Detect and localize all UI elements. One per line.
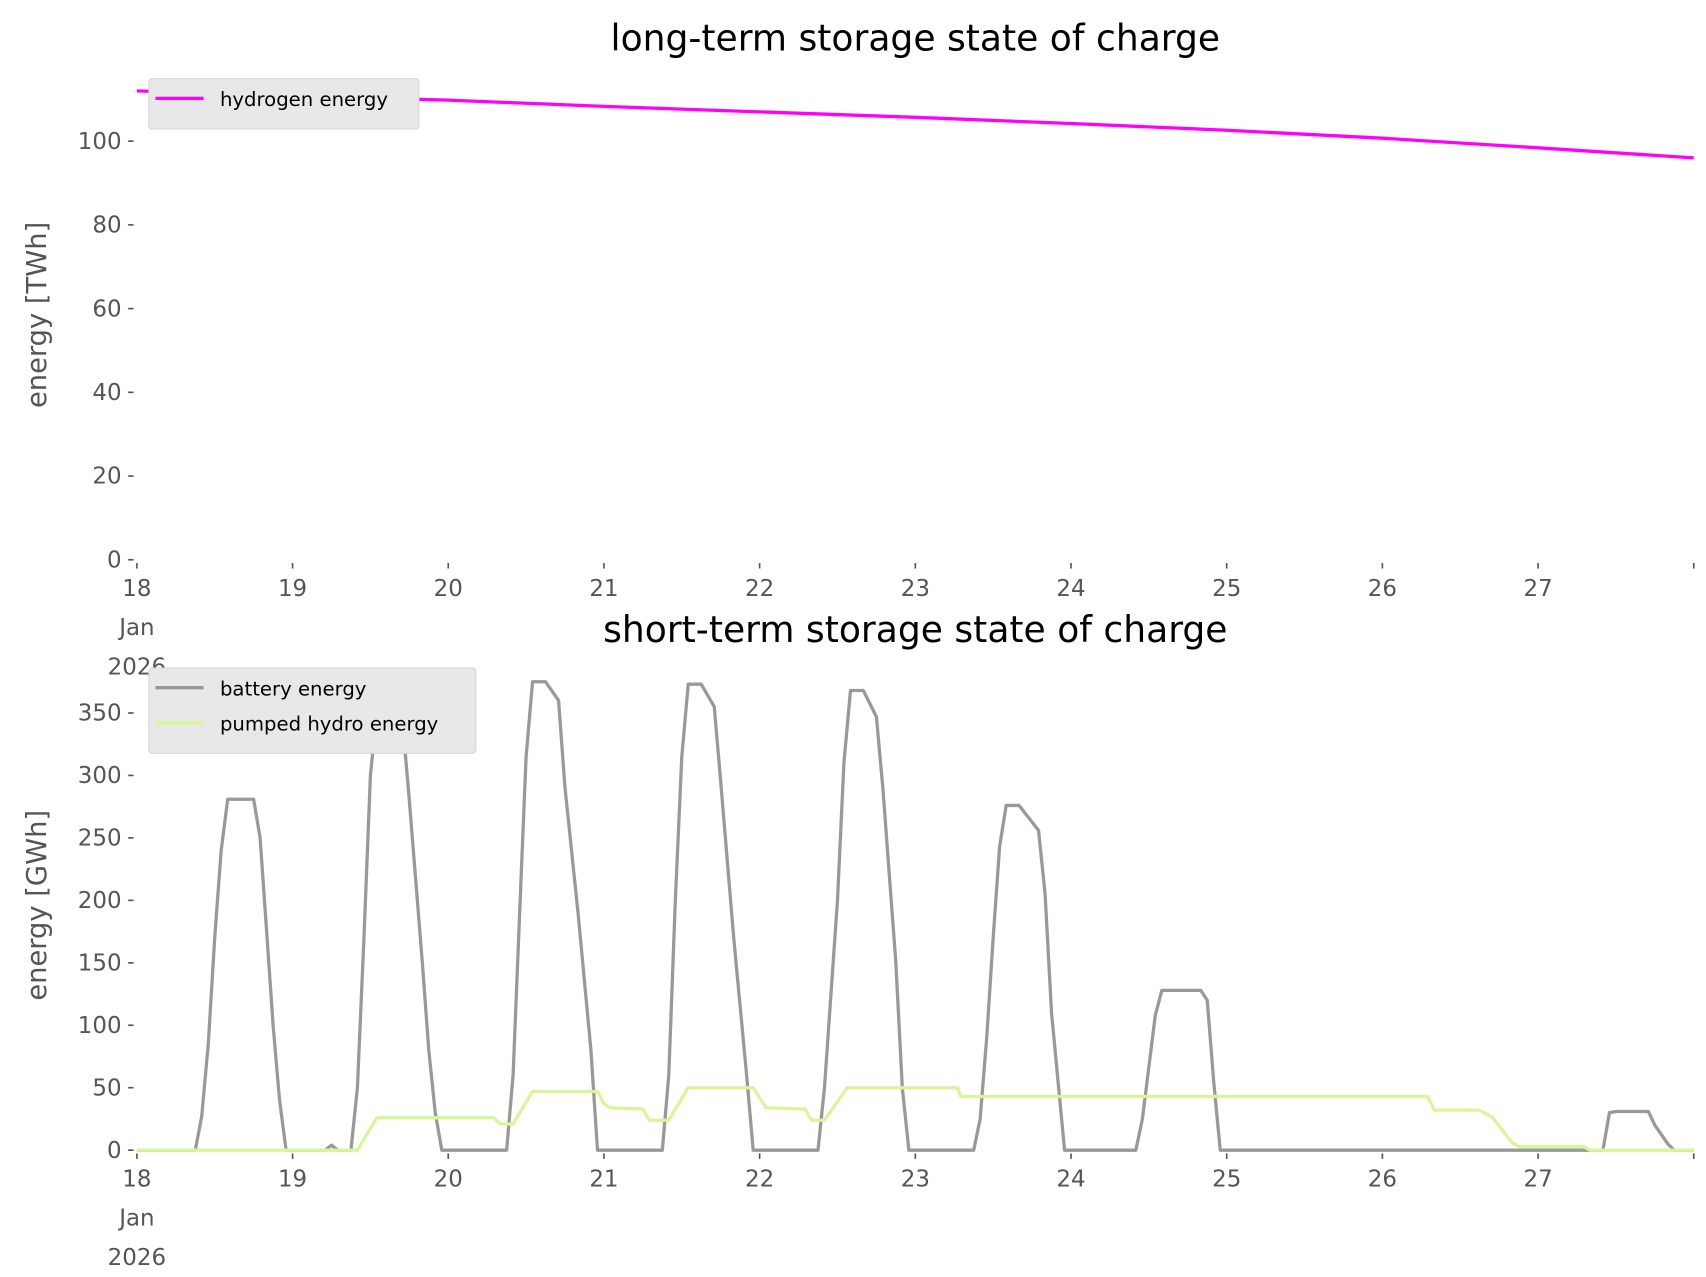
long-term-storage-chart: long-term storage state of charge energy… <box>22 17 1695 681</box>
x-tick-label: 20 <box>434 576 463 602</box>
x-tick-label: 25 <box>1212 576 1241 602</box>
x-tick-label: 21 <box>589 576 618 602</box>
y-tick-label: 100 <box>78 1013 122 1039</box>
y-tick-label: 250 <box>78 826 122 852</box>
y-tick-label: 0 <box>107 547 122 573</box>
x-tick-label: 18 <box>122 1166 151 1192</box>
x-tick-label: 25 <box>1212 1166 1241 1192</box>
y-tick-label: 80 <box>92 213 121 239</box>
legend: battery energy pumped hydro energy <box>148 667 477 754</box>
x-tick-label: 23 <box>901 576 930 602</box>
y-tick-label: 20 <box>92 464 121 490</box>
x-tick-label: 19 <box>278 576 307 602</box>
x-tick-label: 2026 <box>108 1245 166 1271</box>
y-tick-label: 300 <box>78 763 122 789</box>
legend-label: pumped hydro energy <box>220 712 439 735</box>
x-tick-label: 27 <box>1523 576 1552 602</box>
x-tick-label: 19 <box>278 1166 307 1192</box>
series-line-battery-energy <box>136 680 1694 1152</box>
x-tick-label: Jan <box>117 615 154 641</box>
y-tick-label: 0 <box>107 1138 122 1164</box>
y-axis-label: energy [GWh] <box>22 810 53 1001</box>
y-tick-label: 150 <box>78 950 122 976</box>
short-term-storage-chart: short-term storage state of charge energ… <box>22 609 1695 1271</box>
y-axis-label: energy [TWh] <box>22 222 53 408</box>
x-tick-label: 21 <box>589 1166 618 1192</box>
x-tick-label: 26 <box>1368 1166 1397 1192</box>
y-tick-label: 60 <box>92 296 121 322</box>
y-tick-label: 50 <box>92 1075 121 1101</box>
series-line-pumped-hydro-energy <box>136 1086 1694 1152</box>
legend-box <box>148 78 420 130</box>
y-tick-label: 200 <box>78 888 122 914</box>
x-tick-label: 22 <box>745 576 774 602</box>
legend-label: battery energy <box>220 677 367 700</box>
chart-title: long-term storage state of charge <box>611 17 1221 59</box>
x-tick-label: 18 <box>122 576 151 602</box>
x-tick-label: 24 <box>1056 1166 1085 1192</box>
x-tick-label: 22 <box>745 1166 774 1192</box>
y-tick-label: 100 <box>78 129 122 155</box>
x-tick-label: 27 <box>1523 1166 1552 1192</box>
legend: hydrogen energy <box>148 78 420 130</box>
y-tick-label: 350 <box>78 701 122 727</box>
x-tick-label: Jan <box>117 1206 154 1232</box>
legend-box <box>148 667 477 754</box>
x-tick-label: 24 <box>1056 576 1085 602</box>
y-tick-label: 40 <box>92 380 121 406</box>
x-tick-label: 26 <box>1368 576 1397 602</box>
chart-title: short-term storage state of charge <box>603 609 1227 651</box>
x-tick-label: 20 <box>434 1166 463 1192</box>
x-tick-label: 23 <box>901 1166 930 1192</box>
legend-label: hydrogen energy <box>220 88 388 111</box>
